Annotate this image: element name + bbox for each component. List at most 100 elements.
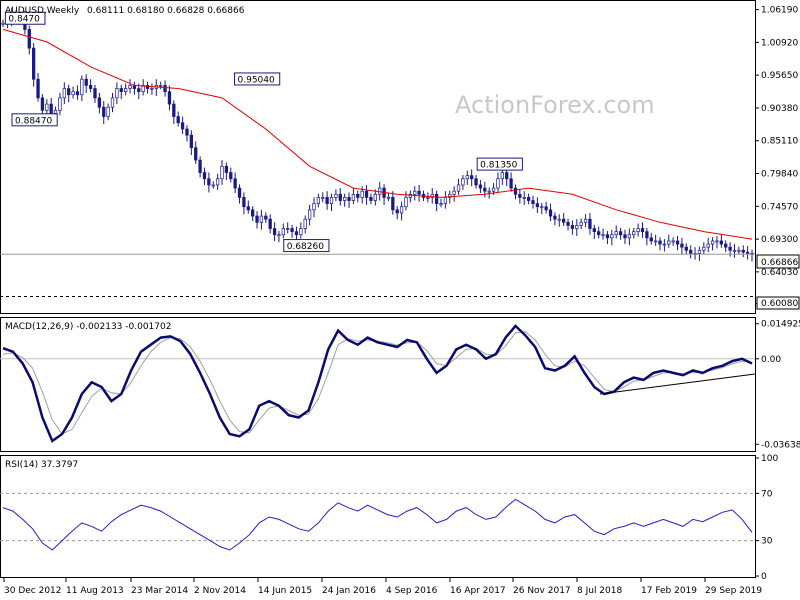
candle-body (724, 243, 728, 248)
candle-body (334, 193, 338, 198)
candle-body (27, 29, 31, 49)
annotation-label: 0.8470 (8, 15, 40, 25)
candle-body (364, 190, 369, 198)
candle-body (697, 249, 702, 254)
candle-body (351, 193, 356, 201)
candle-body (408, 193, 413, 198)
price-tick-label: 0.79840 (761, 170, 798, 180)
macd-trendline (599, 373, 756, 395)
candle-body (277, 234, 281, 237)
candle-body (62, 88, 66, 99)
candle-body (566, 221, 570, 226)
candle-body (386, 197, 391, 199)
candle-body (728, 246, 732, 251)
candle-body (461, 178, 465, 186)
price-tick-label: 0.90380 (761, 104, 798, 114)
symbol-label: AUDUSD,Weekly (5, 6, 80, 16)
candle-body (246, 206, 250, 211)
candle-body (84, 78, 88, 86)
macd-panel-frame (0, 317, 756, 452)
rsi-tick-label: 0 (761, 572, 767, 582)
candle-body (570, 225, 575, 229)
price-tick-label: 0.64030 (761, 268, 798, 278)
candle-body (189, 134, 193, 148)
candle-body (702, 246, 706, 251)
candle-body (500, 172, 504, 180)
candle-body (1, 22, 5, 25)
candle-body (145, 85, 150, 89)
macd-line (2, 324, 753, 443)
candle-body (356, 193, 360, 198)
candle-body (342, 197, 347, 201)
x-tick-label: 11 Aug 2013 (66, 586, 124, 596)
candle-body (211, 184, 215, 187)
candle-body (224, 165, 229, 173)
x-tick-label: 8 Jul 2018 (577, 586, 622, 596)
candle-body (413, 190, 417, 195)
candle-body (627, 234, 632, 239)
candle-body (557, 218, 561, 221)
candle-body (215, 178, 220, 186)
candle-body (290, 228, 294, 232)
candle-body (53, 109, 58, 114)
candle-body (36, 78, 40, 99)
candle-body (605, 234, 610, 239)
current-price-tag (756, 254, 800, 269)
rsi-panel-frame (0, 455, 756, 578)
candle-body (373, 193, 377, 201)
price-tick-label: 0.74570 (761, 202, 798, 212)
candle-body (614, 231, 618, 236)
candle-body (535, 203, 540, 208)
candle-body (745, 251, 750, 254)
annotation-box (11, 113, 58, 127)
candle-body (592, 228, 596, 232)
candle-body (251, 209, 255, 217)
candle-body (316, 197, 321, 204)
price-annotations: 0.8470 0.95040 0.88470 0.81350 0.68260 (4, 11, 523, 253)
candle-body (75, 91, 80, 96)
candle-body (110, 97, 115, 108)
candle-body (618, 231, 623, 236)
candle-body (369, 197, 373, 201)
candle-body (658, 240, 662, 245)
candle-body (233, 178, 237, 189)
candle-body (601, 234, 605, 237)
candle-body (325, 197, 329, 204)
candle-body (395, 209, 399, 214)
candle-body (548, 209, 553, 217)
x-tick-label: 14 Jun 2015 (258, 586, 312, 596)
candle-body (128, 85, 132, 89)
candle-body (185, 128, 189, 136)
candle-body (513, 187, 518, 195)
annotation-box (283, 239, 330, 253)
candle-body (741, 249, 745, 253)
current-price-value: 0.66866 (761, 258, 798, 268)
candle-body (645, 231, 649, 239)
candle-body (575, 225, 579, 229)
annotation-label: 0.88470 (15, 116, 52, 126)
candle-body (465, 175, 469, 180)
candle-body (176, 116, 180, 124)
candle-body (496, 178, 500, 189)
candle-body (715, 240, 719, 243)
candle-body (636, 228, 640, 232)
candle-body (163, 85, 167, 92)
candle-body (662, 243, 667, 246)
candle-body (653, 240, 658, 243)
candle-body (259, 215, 264, 223)
candle-body (207, 178, 211, 186)
candle-body (194, 147, 198, 161)
rsi-y-axis: 100 70 30 0 (755, 454, 778, 582)
candle-body (487, 190, 491, 193)
annotation-label: 0.81350 (480, 161, 517, 171)
candle-body (321, 197, 325, 199)
candle-body (360, 190, 364, 198)
candle-body (303, 218, 307, 229)
candle-body (281, 228, 285, 236)
candle-body (544, 206, 548, 211)
candle-body (286, 228, 290, 230)
watermark: ActionForex.com (455, 91, 655, 119)
price-candles (1, 7, 754, 262)
candle-body (378, 187, 382, 195)
candle-body (49, 103, 53, 114)
